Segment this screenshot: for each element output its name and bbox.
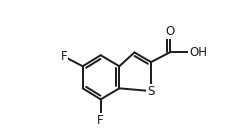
Text: O: O: [164, 25, 173, 38]
Text: S: S: [147, 85, 154, 98]
Text: F: F: [60, 50, 67, 63]
Text: OH: OH: [188, 46, 206, 59]
Text: F: F: [97, 114, 103, 127]
